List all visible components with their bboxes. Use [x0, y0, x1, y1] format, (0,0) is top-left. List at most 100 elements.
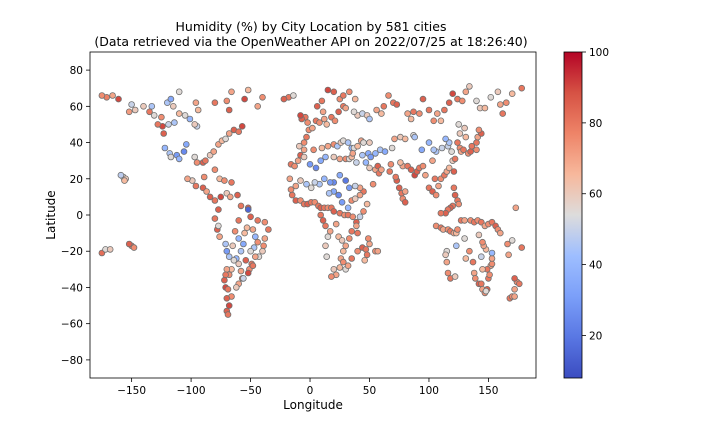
- city-point: [369, 180, 377, 188]
- city-point: [211, 166, 219, 174]
- city-point: [324, 86, 332, 94]
- city-point: [445, 164, 453, 172]
- city-point: [106, 246, 114, 253]
- x-axis-label: Longitude: [283, 398, 343, 412]
- city-point: [366, 164, 373, 172]
- city-point: [438, 144, 446, 152]
- city-point: [121, 177, 128, 184]
- city-point: [339, 258, 347, 266]
- city-point: [362, 246, 370, 253]
- city-point: [502, 99, 510, 106]
- city-point: [191, 153, 199, 161]
- city-point: [411, 133, 419, 141]
- city-point: [175, 155, 183, 163]
- city-point: [361, 256, 369, 264]
- city-point: [445, 99, 453, 106]
- city-point: [401, 135, 409, 143]
- city-point: [225, 302, 233, 309]
- city-point: [367, 153, 375, 161]
- city-point: [466, 83, 473, 90]
- city-point: [242, 256, 250, 264]
- city-point: [312, 164, 320, 172]
- city-point: [217, 193, 225, 201]
- x-tick-label: 50: [363, 385, 376, 397]
- city-point: [442, 135, 449, 143]
- city-point: [339, 247, 347, 255]
- city-point: [511, 293, 518, 300]
- city-point: [295, 142, 303, 150]
- city-point: [330, 265, 338, 273]
- city-point: [223, 294, 231, 302]
- city-point: [235, 217, 243, 224]
- city-point: [381, 148, 389, 155]
- city-point: [206, 193, 214, 201]
- city-point: [211, 215, 219, 222]
- city-point: [160, 130, 168, 137]
- city-point: [320, 175, 328, 183]
- city-point: [363, 200, 371, 208]
- city-point: [451, 191, 459, 199]
- city-point: [191, 121, 199, 128]
- city-point: [345, 235, 353, 242]
- city-point: [125, 108, 133, 116]
- city-point: [210, 148, 218, 155]
- city-point: [461, 124, 468, 132]
- city-point: [429, 157, 436, 165]
- y-tick-label: −20: [61, 246, 83, 258]
- city-point: [161, 144, 169, 152]
- city-point: [128, 101, 135, 108]
- city-point: [330, 208, 338, 215]
- city-point: [331, 117, 339, 125]
- x-tick-label: −50: [239, 385, 261, 397]
- city-point: [221, 177, 228, 184]
- city-point: [154, 121, 162, 128]
- city-point: [215, 222, 222, 230]
- city-point: [241, 229, 248, 237]
- city-point: [505, 251, 512, 259]
- city-point: [425, 139, 433, 146]
- city-point: [311, 179, 319, 186]
- y-tick-label: 20: [70, 174, 83, 186]
- city-point: [360, 139, 367, 146]
- city-point: [261, 235, 269, 242]
- city-point: [243, 224, 251, 232]
- city-point: [452, 242, 460, 250]
- city-point: [259, 247, 266, 255]
- city-point: [479, 265, 486, 273]
- city-point: [387, 161, 395, 168]
- city-point: [297, 177, 304, 184]
- city-point: [193, 159, 201, 166]
- city-point: [237, 267, 245, 275]
- city-point: [286, 175, 294, 183]
- city-point: [470, 269, 478, 277]
- city-point: [316, 119, 323, 126]
- city-point: [486, 271, 493, 279]
- city-point: [330, 153, 338, 161]
- city-point: [223, 265, 231, 273]
- city-point: [200, 173, 208, 181]
- city-point: [508, 237, 516, 244]
- city-point: [345, 88, 353, 96]
- city-point: [323, 121, 331, 128]
- city-point: [404, 110, 411, 117]
- city-point: [131, 106, 139, 114]
- city-point: [362, 159, 370, 166]
- city-point: [254, 103, 262, 110]
- city-point: [432, 191, 440, 199]
- city-point: [254, 238, 262, 246]
- city-point: [354, 247, 361, 255]
- city-point: [443, 258, 451, 266]
- city-point: [223, 97, 231, 105]
- x-tick-label: −150: [117, 385, 146, 397]
- city-point: [442, 251, 449, 259]
- city-point: [378, 166, 385, 174]
- city-point: [454, 139, 461, 146]
- city-point: [458, 97, 466, 105]
- city-point: [300, 146, 308, 154]
- city-point: [238, 123, 246, 130]
- city-point: [222, 135, 229, 143]
- city-point: [386, 168, 394, 175]
- city-point: [192, 182, 200, 190]
- city-point: [228, 88, 235, 96]
- city-point: [338, 237, 346, 244]
